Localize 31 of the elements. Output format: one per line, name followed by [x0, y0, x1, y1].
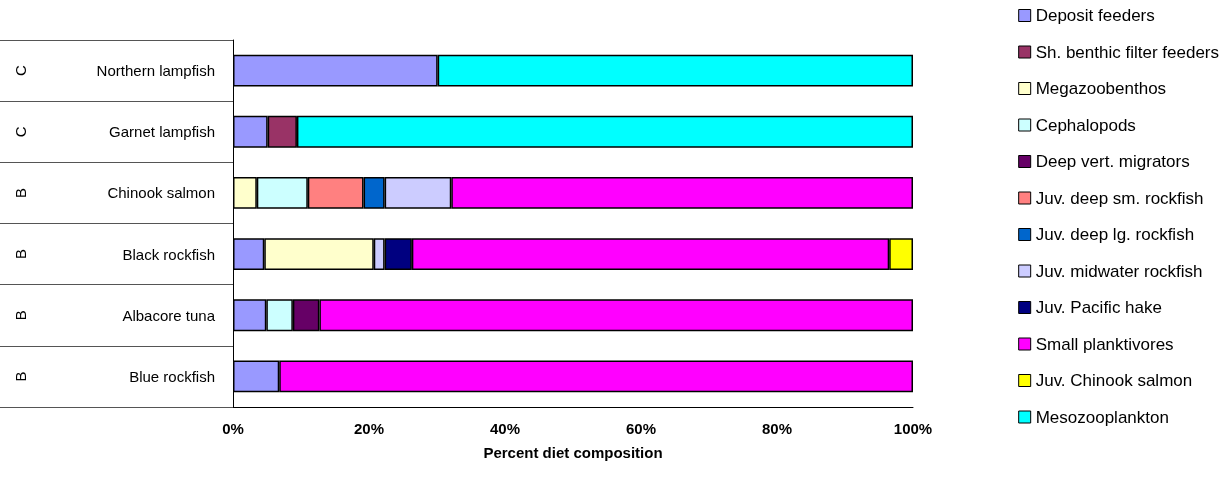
y-tick-label: Black rockfish: [122, 245, 215, 263]
x-axis-title: Percent diet composition: [483, 444, 663, 461]
y-tick-label: Blue rockfish: [129, 367, 215, 385]
legend-label: Juv. deep lg. rockfish: [1035, 225, 1195, 244]
x-tick-label: 20%: [353, 420, 385, 437]
legend-label: Megazoobenthos: [1035, 79, 1167, 98]
text: B: [11, 249, 29, 260]
x-tick-label: 0%: [222, 420, 244, 437]
x-tick-label: 60%: [625, 420, 657, 437]
x-tick-label: 40%: [489, 420, 521, 437]
legend-label: Deep vert. migrators: [1035, 152, 1190, 171]
text: C: [11, 65, 29, 77]
y-tick-label: Northern lampfish: [96, 62, 215, 80]
text: B: [11, 371, 29, 382]
legend-label: Juv. Pacific hake: [1035, 298, 1162, 317]
legend-label: Juv. Chinook salmon: [1035, 371, 1193, 390]
text: B: [11, 310, 29, 321]
legend-label: Small planktivores: [1035, 334, 1174, 354]
text: C: [11, 126, 29, 138]
x-tick-label: 100%: [893, 420, 933, 437]
y-tick-label: Chinook salmon: [107, 184, 215, 202]
legend-label: Juv. midwater rockfish: [1035, 261, 1203, 281]
text: B: [11, 187, 29, 198]
x-tick-label: 80%: [761, 420, 793, 437]
legend-label: Mesozooplankton: [1035, 407, 1169, 427]
legend-label: Juv. deep sm. rockfish: [1035, 188, 1204, 208]
legend-label: Sh. benthic filter feeders: [1035, 42, 1220, 62]
y-tick-label: Garnet lampfish: [109, 123, 215, 141]
legend-label: Cephalopods: [1035, 115, 1136, 135]
legend-label: Deposit feeders: [1035, 6, 1155, 25]
y-tick-label: Albacore tuna: [122, 306, 216, 324]
